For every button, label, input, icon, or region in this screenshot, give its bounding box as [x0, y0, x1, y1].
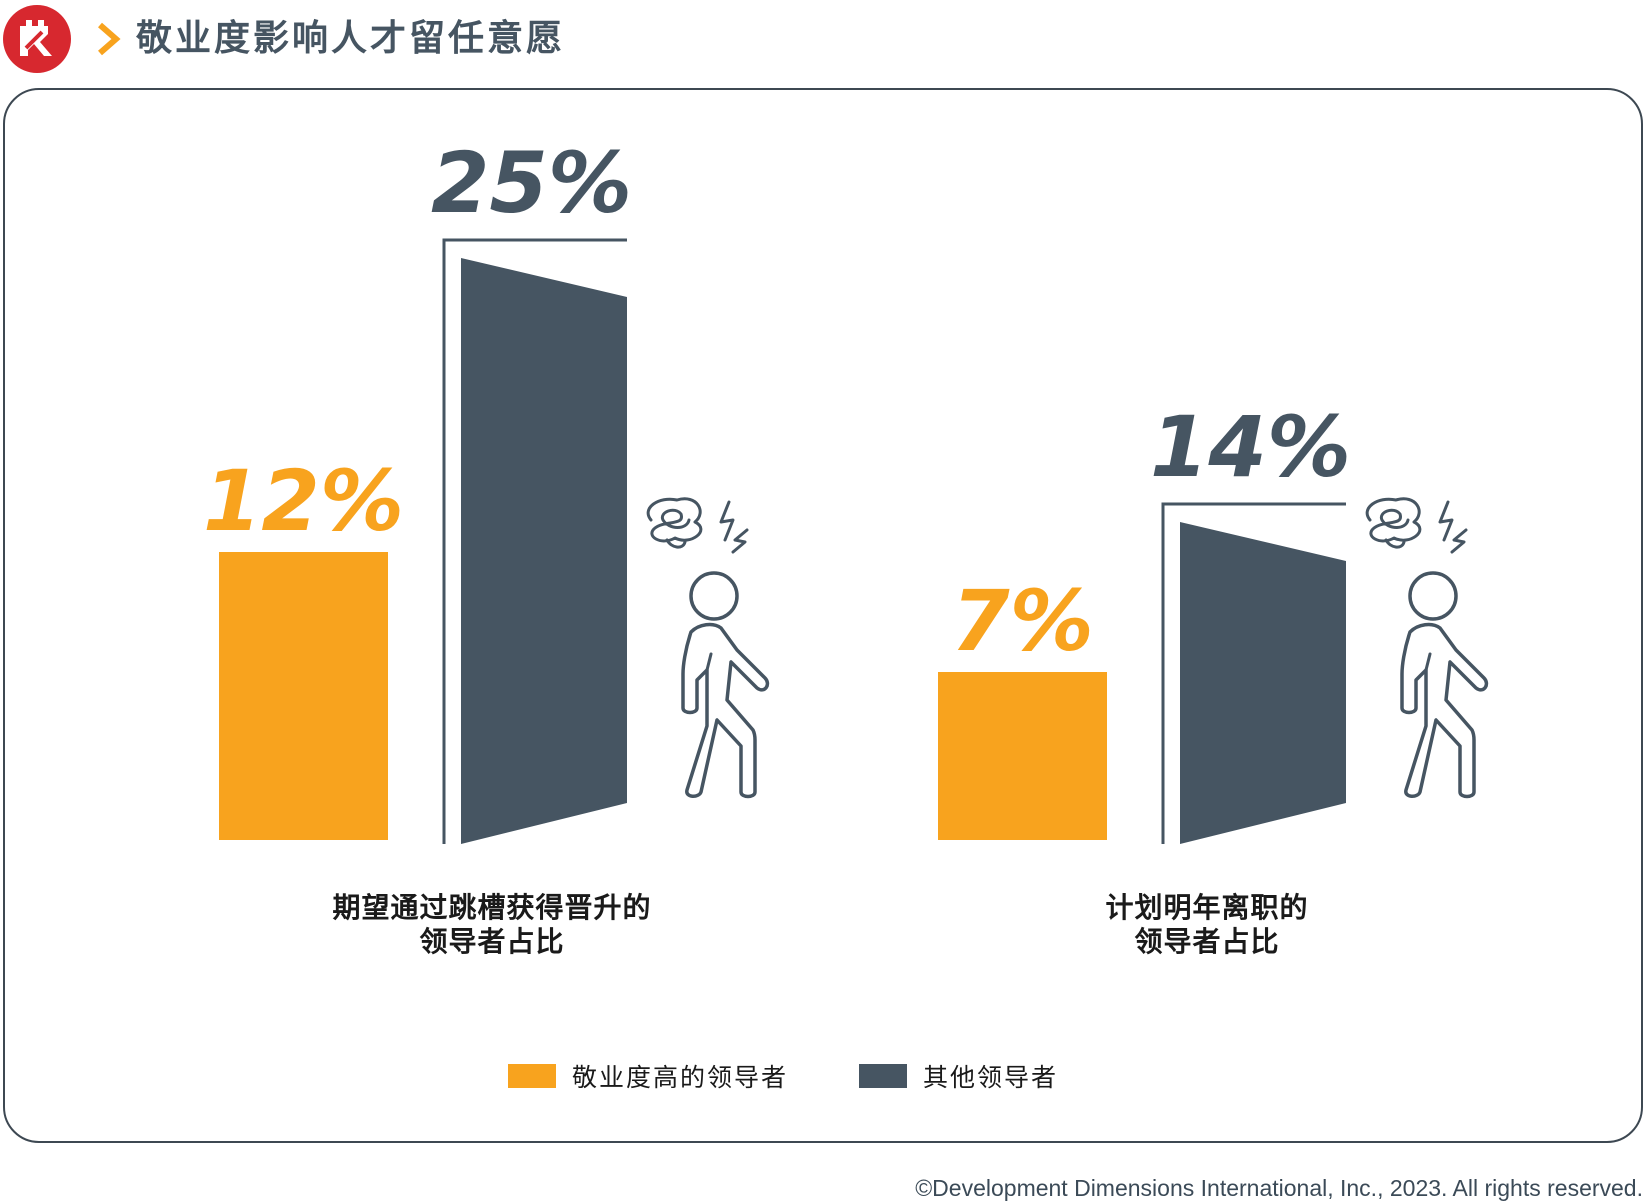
legend-swatch-engaged	[508, 1064, 556, 1088]
value-label-other-leaving: 14%	[1150, 398, 1351, 496]
category-label-leaving: 计划明年离职的	[1105, 891, 1308, 924]
value-label-other-promotion: 25%	[431, 134, 632, 232]
bar-other-leaving	[1180, 522, 1346, 844]
page-header: 敬业度影响人才留任意愿	[0, 0, 1649, 80]
stressed-walking-person-icon	[1365, 497, 1489, 799]
legend-swatch-other	[859, 1064, 907, 1088]
page-title: 敬业度影响人才留任意愿	[136, 18, 566, 59]
value-label-engaged-promotion: 12%	[203, 452, 404, 550]
legend-label-other: 其他领导者	[923, 1063, 1058, 1092]
category-label-promotion-line2: 领导者占比	[419, 925, 564, 958]
door-frame-promotion	[442, 238, 627, 844]
bar-other-promotion	[461, 258, 627, 844]
legend-label-engaged: 敬业度高的领导者	[572, 1063, 788, 1092]
bar-engaged-promotion	[219, 552, 388, 840]
legend: 敬业度高的领导者 其他领导者	[508, 1063, 1058, 1092]
copyright-notice: ©Development Dimensions International, I…	[915, 1175, 1643, 1201]
value-label-engaged-leaving: 7%	[951, 572, 1094, 670]
category-label-promotion: 期望通过跳槽获得晋升的	[332, 891, 651, 924]
bar-engaged-leaving	[938, 672, 1107, 840]
door-frame-leaving	[1161, 502, 1346, 844]
category-label-leaving-line2: 领导者占比	[1134, 925, 1279, 958]
chevron-right-icon	[98, 22, 121, 56]
chart: 12% 25% 7% 14% 期望通过跳槽获得晋升的 领导者占比 计划明年离职的…	[203, 134, 1489, 1092]
ddi-red-logo-icon	[3, 5, 71, 73]
stressed-walking-person-icon	[646, 497, 770, 799]
